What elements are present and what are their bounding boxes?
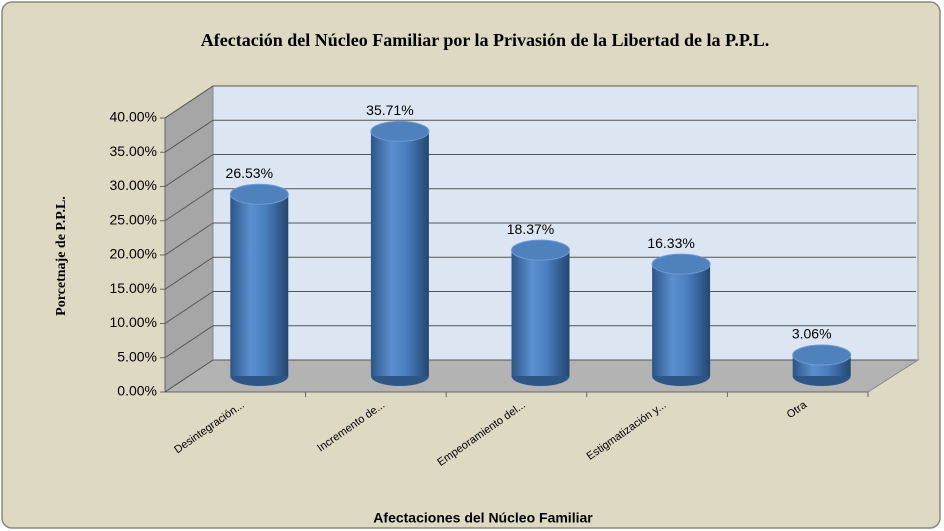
grid-line <box>164 85 214 119</box>
bar-top <box>792 344 852 366</box>
bar <box>230 194 289 376</box>
grid-line <box>164 359 214 393</box>
bar <box>370 131 429 376</box>
grid-line <box>164 256 214 290</box>
y-tick-label: 20.00% <box>110 246 157 262</box>
chart-title: Afectación del Núcleo Familiar por la Pr… <box>201 30 770 50</box>
grid-line <box>164 222 214 256</box>
value-label: 18.37% <box>507 221 554 237</box>
bar-top <box>229 183 289 205</box>
y-tick-label: 30.00% <box>110 177 157 193</box>
value-label: 3.06% <box>792 326 832 342</box>
y-tick-label: 25.00% <box>110 211 157 227</box>
bar-top <box>511 239 570 261</box>
grid-line <box>164 154 214 187</box>
grid-line <box>164 325 214 359</box>
value-label: 26.53% <box>226 165 273 181</box>
y-tick-label: 15.00% <box>110 280 157 296</box>
y-tick-label: 5.00% <box>117 348 157 364</box>
value-label: 16.33% <box>647 235 694 251</box>
bar <box>652 264 711 376</box>
y-tick-label: 0.00% <box>117 383 157 399</box>
y-tick-label: 40.00% <box>110 109 157 125</box>
y-tick-label: 10.00% <box>110 314 157 330</box>
x-axis-label: Afectaciones del Núcleo Familiar <box>373 510 593 526</box>
bar-top <box>370 120 430 142</box>
bar-top <box>651 253 711 275</box>
grid-line <box>164 188 214 222</box>
y-tick-label: 35.00% <box>110 143 157 159</box>
y-axis-label: Porcetnaje de P.P.L. <box>54 196 69 316</box>
grid-line <box>164 291 214 324</box>
bar <box>511 250 570 376</box>
value-label: 35.71% <box>366 102 413 118</box>
grid-line <box>164 119 214 153</box>
